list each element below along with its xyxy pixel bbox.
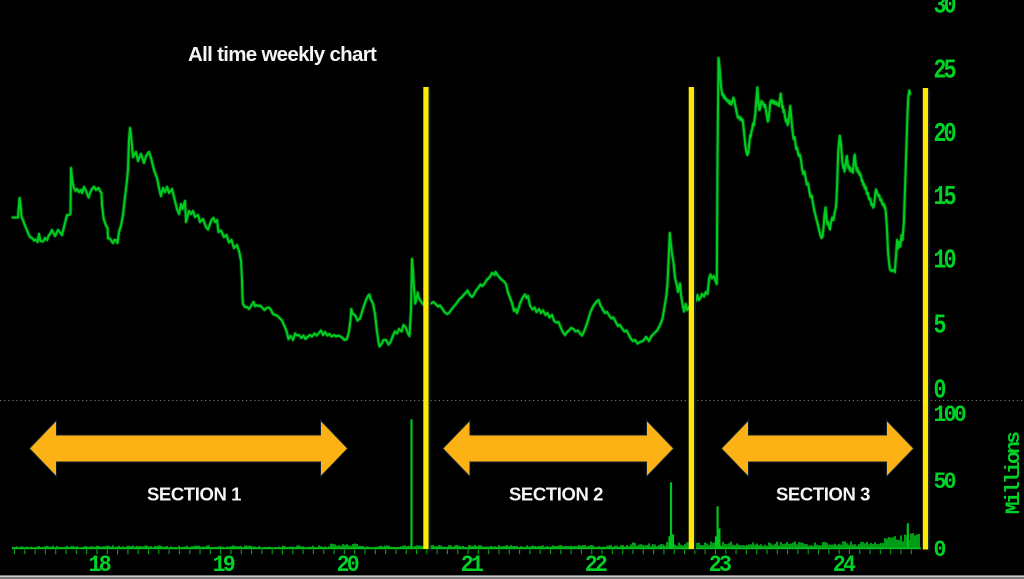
svg-text:100: 100	[934, 403, 967, 429]
svg-text:15: 15	[934, 183, 956, 213]
svg-text:20: 20	[934, 120, 956, 150]
svg-text:18: 18	[89, 553, 112, 579]
svg-text:23: 23	[709, 553, 732, 579]
svg-text:22: 22	[585, 553, 607, 579]
svg-text:SECTION 1: SECTION 1	[147, 484, 241, 505]
svg-text:50: 50	[934, 470, 957, 496]
svg-text:30: 30	[934, 0, 956, 21]
svg-text:24: 24	[833, 553, 856, 579]
svg-text:SECTION 2: SECTION 2	[509, 484, 603, 505]
svg-text:All time weekly chart: All time weekly chart	[188, 43, 377, 66]
svg-text:25: 25	[934, 57, 956, 87]
svg-text:10: 10	[934, 247, 956, 277]
svg-text:21: 21	[461, 553, 484, 579]
svg-text:SECTION 3: SECTION 3	[776, 484, 870, 505]
svg-text:19: 19	[213, 553, 235, 579]
svg-text:20: 20	[337, 553, 360, 579]
svg-text:Millions: Millions	[1003, 431, 1024, 514]
